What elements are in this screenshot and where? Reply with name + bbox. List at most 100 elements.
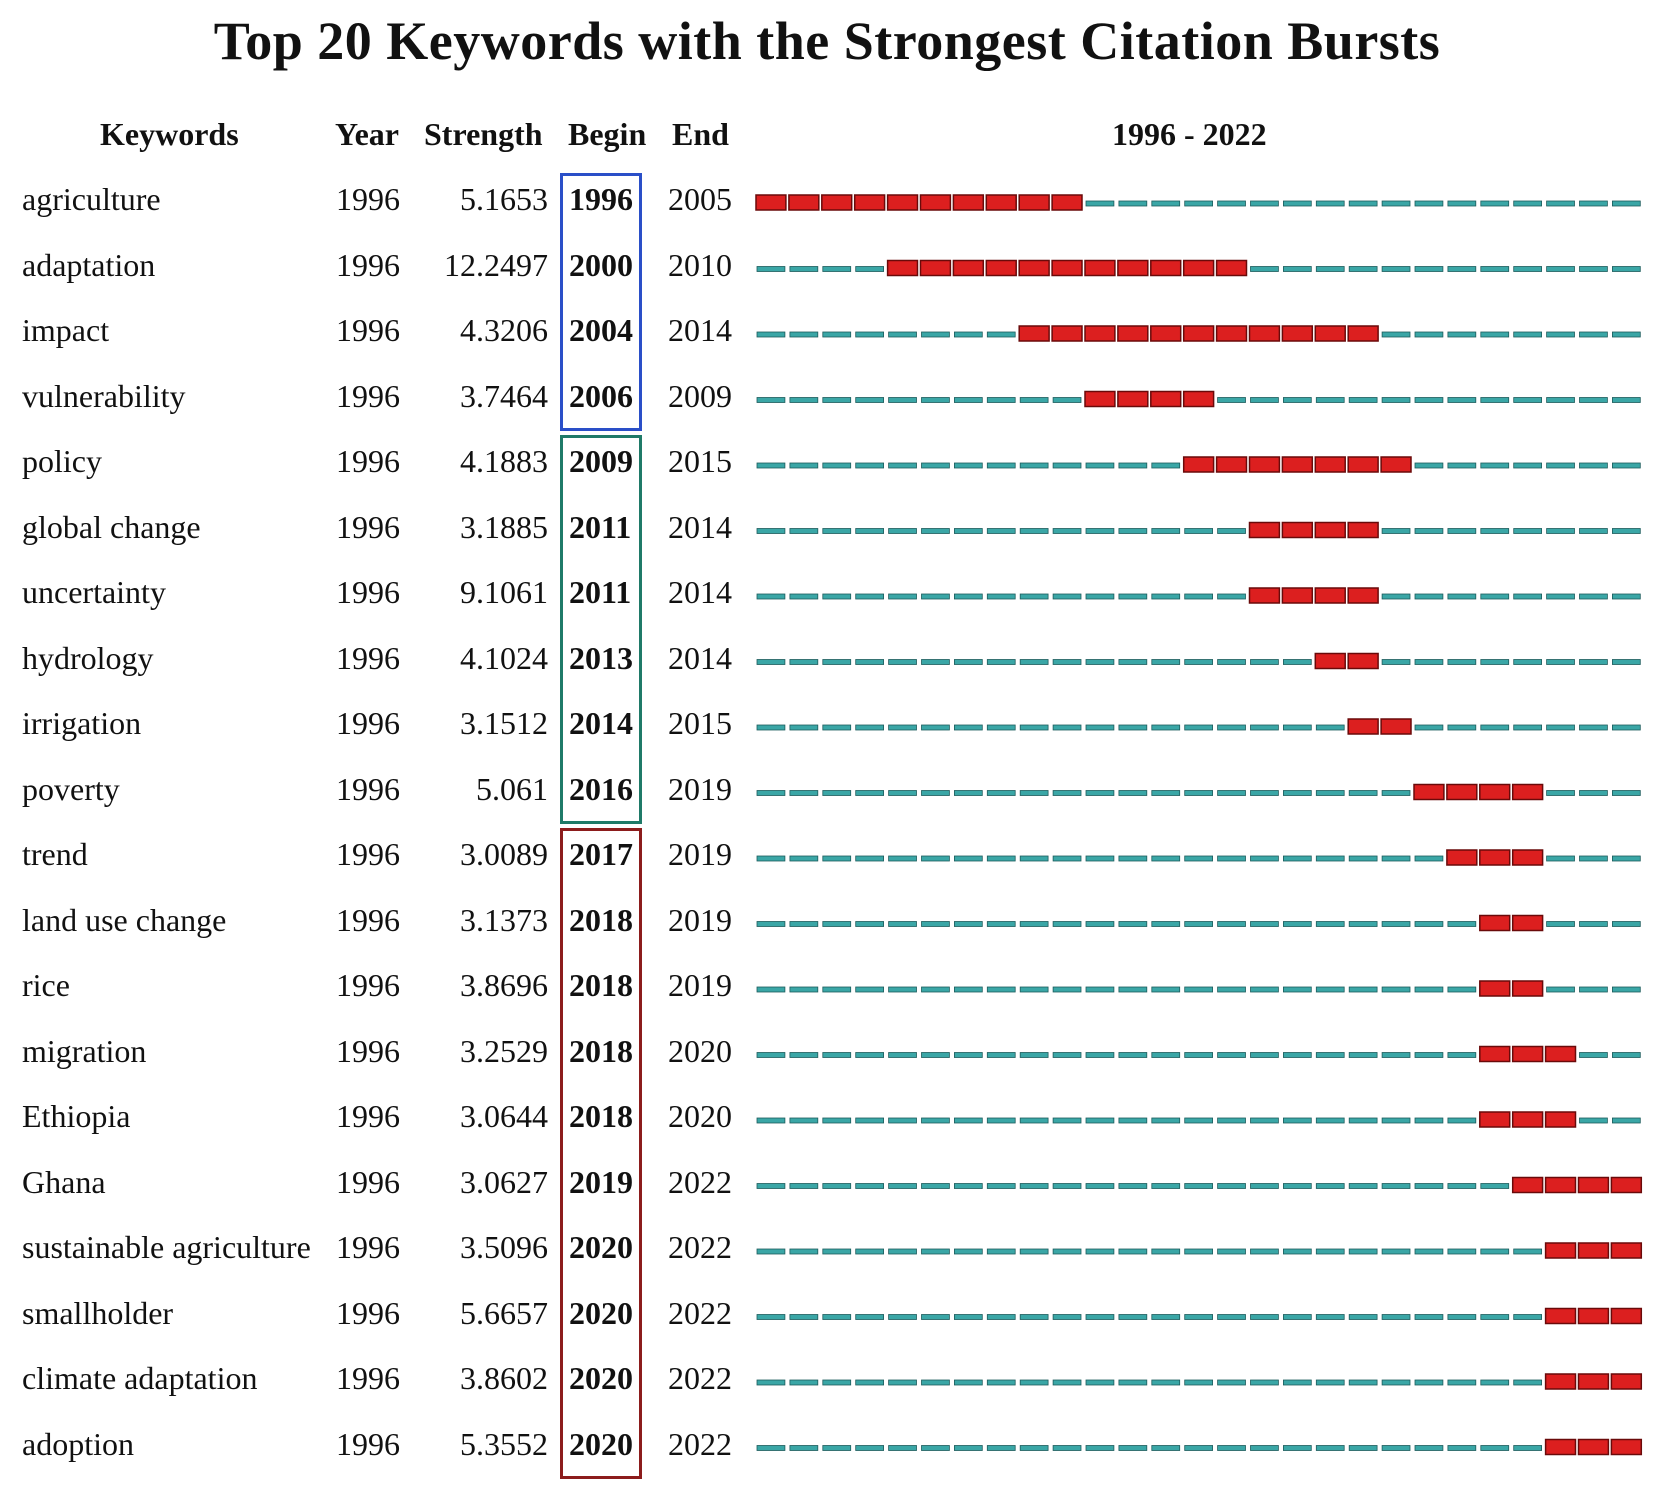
baseline-segment xyxy=(1184,855,1213,862)
burst-segment xyxy=(1215,259,1248,277)
burst-segment xyxy=(1347,718,1379,735)
baseline-segment xyxy=(1118,1248,1148,1255)
baseline-segment xyxy=(1283,921,1312,927)
baseline-segment xyxy=(921,1314,950,1320)
baseline-segment xyxy=(1217,1248,1246,1255)
baseline-segment xyxy=(1414,1117,1444,1124)
burst-segment xyxy=(1511,849,1544,866)
baseline-segment xyxy=(1151,724,1181,731)
baseline-segment xyxy=(822,331,852,338)
baseline-segment xyxy=(789,1117,819,1124)
baseline-segment xyxy=(1019,790,1049,796)
baseline-segment xyxy=(888,1379,917,1386)
baseline-segment xyxy=(1118,855,1148,862)
baseline-segment xyxy=(1217,1183,1246,1189)
baseline-segment xyxy=(1283,1248,1312,1255)
baseline-segment xyxy=(1315,724,1345,731)
end-cell: 2015 xyxy=(668,705,732,741)
baseline-segment xyxy=(1546,397,1575,403)
baseline-segment xyxy=(888,462,917,469)
burst-segment xyxy=(1150,390,1182,408)
baseline-segment xyxy=(986,855,1016,862)
begin-cell: 2020 xyxy=(569,1425,633,1462)
baseline-segment xyxy=(855,1052,885,1058)
begin-cell: 2017 xyxy=(569,836,633,872)
baseline-segment xyxy=(1184,1052,1213,1058)
baseline-segment xyxy=(1118,462,1148,469)
baseline-segment xyxy=(1217,593,1246,600)
baseline-segment xyxy=(822,1052,852,1058)
strength-cell: 3.0644 xyxy=(460,1098,548,1134)
baseline-segment xyxy=(1447,724,1477,731)
baseline-segment xyxy=(1052,986,1082,993)
burst-segment xyxy=(1479,1111,1511,1128)
baseline-segment xyxy=(756,266,786,272)
keyword-cell: sustainable agriculture xyxy=(22,1229,311,1265)
baseline-segment xyxy=(1513,462,1542,469)
year-cell: 1996 xyxy=(336,639,400,676)
begin-cell: 2018 xyxy=(569,967,633,1003)
baseline-segment xyxy=(954,1248,983,1255)
baseline-segment xyxy=(888,593,917,600)
baseline-segment xyxy=(1019,855,1049,862)
end-cell: 2015 xyxy=(668,443,732,479)
baseline-segment xyxy=(1447,986,1477,993)
burst-segment xyxy=(919,194,952,211)
baseline-segment xyxy=(1513,593,1542,600)
burst-segment xyxy=(1544,1045,1577,1063)
baseline-segment xyxy=(855,528,885,534)
baseline-segment xyxy=(855,1445,885,1451)
burst-segment xyxy=(1446,783,1478,801)
begin-cell: 2000 xyxy=(569,246,633,283)
baseline-segment xyxy=(1513,266,1542,272)
baseline-segment xyxy=(1315,1248,1345,1255)
baseline-segment xyxy=(1118,659,1148,665)
year-cell: 1996 xyxy=(336,1163,400,1200)
baseline-segment xyxy=(756,986,786,993)
baseline-segment xyxy=(1381,1379,1411,1386)
baseline-segment xyxy=(1283,1314,1312,1320)
baseline-segment xyxy=(1414,200,1444,207)
baseline-segment xyxy=(756,855,786,862)
baseline-segment xyxy=(1085,855,1115,862)
baseline-segment xyxy=(789,659,819,665)
keyword-cell: irrigation xyxy=(22,705,142,741)
baseline-segment xyxy=(1579,593,1608,600)
baseline-segment xyxy=(1414,331,1444,338)
baseline-segment xyxy=(1217,790,1246,796)
baseline-segment xyxy=(1019,593,1049,600)
baseline-segment xyxy=(1184,1379,1213,1386)
baseline-segment xyxy=(1447,1183,1477,1189)
baseline-segment xyxy=(1283,266,1312,272)
baseline-segment xyxy=(855,462,885,469)
baseline-segment xyxy=(1052,659,1082,665)
keyword-cell: adoption xyxy=(22,1425,134,1462)
end-cell: 2014 xyxy=(668,508,732,545)
baseline-segment xyxy=(822,1379,852,1386)
baseline-segment xyxy=(1348,200,1378,207)
baseline-segment xyxy=(1052,1314,1082,1320)
strength-cell: 3.8602 xyxy=(460,1360,548,1396)
end-cell: 2019 xyxy=(668,836,732,872)
year-cell: 1996 xyxy=(336,836,400,872)
end-cell: 2020 xyxy=(668,1032,732,1069)
baseline-segment xyxy=(822,855,852,862)
baseline-segment xyxy=(756,1183,786,1189)
baseline-segment xyxy=(789,266,819,272)
baseline-segment xyxy=(954,462,983,469)
baseline-segment xyxy=(1447,659,1477,665)
begin-cell: 2018 xyxy=(569,1098,633,1134)
baseline-segment xyxy=(1184,200,1213,207)
baseline-segment xyxy=(1414,462,1444,469)
baseline-segment xyxy=(1184,1314,1213,1320)
baseline-segment xyxy=(1348,397,1378,403)
baseline-segment xyxy=(986,1248,1016,1255)
burst-segment xyxy=(1314,587,1346,604)
year-cell: 1996 xyxy=(336,967,400,1003)
baseline-segment xyxy=(822,593,852,600)
strength-cell: 4.1883 xyxy=(460,443,548,479)
burst-segment xyxy=(1544,1176,1577,1194)
baseline-segment xyxy=(1019,462,1049,469)
baseline-segment xyxy=(1085,593,1115,600)
burst-segment xyxy=(1544,1307,1577,1325)
